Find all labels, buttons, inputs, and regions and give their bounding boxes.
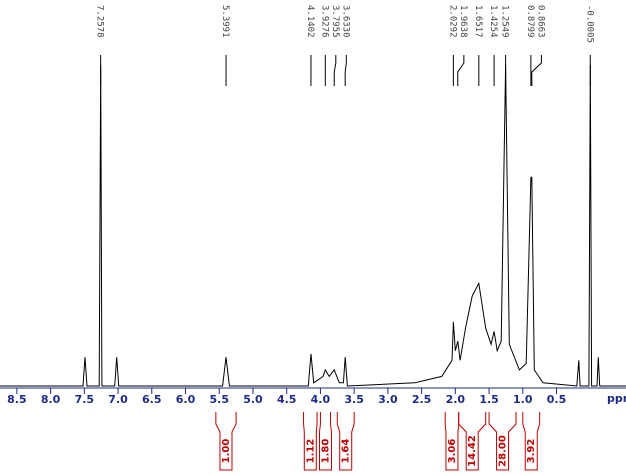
integral-bracket: [215, 412, 237, 471]
x-tick-label: 3.0: [378, 393, 398, 406]
x-tick-label: 5.0: [243, 393, 263, 406]
peak-label: 7.2578: [95, 5, 105, 38]
x-tick-label: 8.0: [41, 393, 61, 406]
integral-bracket: [444, 412, 460, 471]
x-tick-label: 1.5: [479, 393, 499, 406]
x-tick-label: 0.5: [547, 393, 567, 406]
integral-label: 1.80: [320, 439, 331, 464]
integral-label: 3.92: [526, 439, 537, 464]
integral-label: 28.00: [498, 435, 509, 467]
peak-label: 4.1402: [305, 5, 315, 38]
x-axis-label: ppm: [607, 392, 626, 405]
integral-label: 1.00: [221, 439, 232, 464]
x-tick-label: 8.5: [7, 393, 27, 406]
peak-marker: [531, 55, 542, 86]
peak-label: -0.0005: [584, 5, 594, 43]
x-tick-label: 5.5: [209, 393, 229, 406]
x-tick-label: 6.5: [142, 393, 162, 406]
peak-label: 1.2549: [500, 5, 510, 38]
integral-bracket: [303, 412, 318, 471]
peak-label: 3.9276: [319, 5, 329, 38]
peak-label: 5.3991: [220, 5, 230, 38]
x-tick-label: 1.0: [513, 393, 533, 406]
peak-label: 2.0292: [447, 5, 457, 38]
peak-marker: [333, 55, 337, 86]
integral-bracket: [336, 412, 355, 471]
spectrum-trace: [0, 64, 626, 387]
integral-bracket: [318, 412, 332, 471]
x-tick-label: 4.5: [277, 393, 297, 406]
peak-label: 1.6517: [473, 5, 483, 38]
x-tick-label: 2.5: [412, 393, 432, 406]
integral-bracket: [458, 412, 487, 471]
peak-label: 0.8663: [535, 5, 545, 38]
x-tick-label: 3.5: [344, 393, 364, 406]
integral-label: 3.06: [447, 439, 458, 464]
integral-label: 1.12: [305, 439, 316, 464]
integral-label: 14.42: [467, 435, 478, 467]
integral-bracket: [522, 412, 541, 471]
x-tick-label: 7.0: [108, 393, 128, 406]
peak-label: 3.6330: [340, 5, 350, 38]
peak-label: 0.8799: [525, 5, 535, 38]
x-tick-label: 4.0: [311, 393, 331, 406]
x-tick-label: 6.0: [176, 393, 196, 406]
integral-label: 1.64: [341, 439, 352, 464]
x-tick-label: 7.5: [75, 393, 95, 406]
peak-label: 1.9638: [458, 5, 468, 38]
peak-marker: [344, 55, 347, 86]
peak-marker: [457, 55, 465, 86]
peak-label: 1.4254: [488, 5, 498, 38]
peak-label: 3.7955: [330, 5, 340, 38]
integral-bracket: [488, 412, 517, 471]
x-tick-label: 2.0: [446, 393, 466, 406]
